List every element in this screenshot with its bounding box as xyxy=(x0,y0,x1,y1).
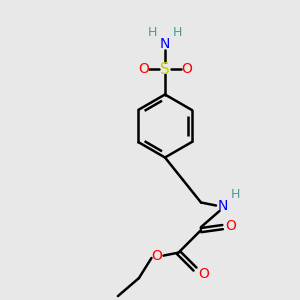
Text: O: O xyxy=(181,62,192,76)
Text: H: H xyxy=(148,26,157,40)
Text: H: H xyxy=(230,188,240,202)
Text: O: O xyxy=(138,62,149,76)
Text: O: O xyxy=(226,219,236,232)
Text: O: O xyxy=(152,249,162,262)
Text: O: O xyxy=(199,267,209,280)
Text: S: S xyxy=(160,61,170,76)
Text: H: H xyxy=(173,26,182,40)
Text: N: N xyxy=(218,199,228,212)
Text: N: N xyxy=(160,38,170,51)
